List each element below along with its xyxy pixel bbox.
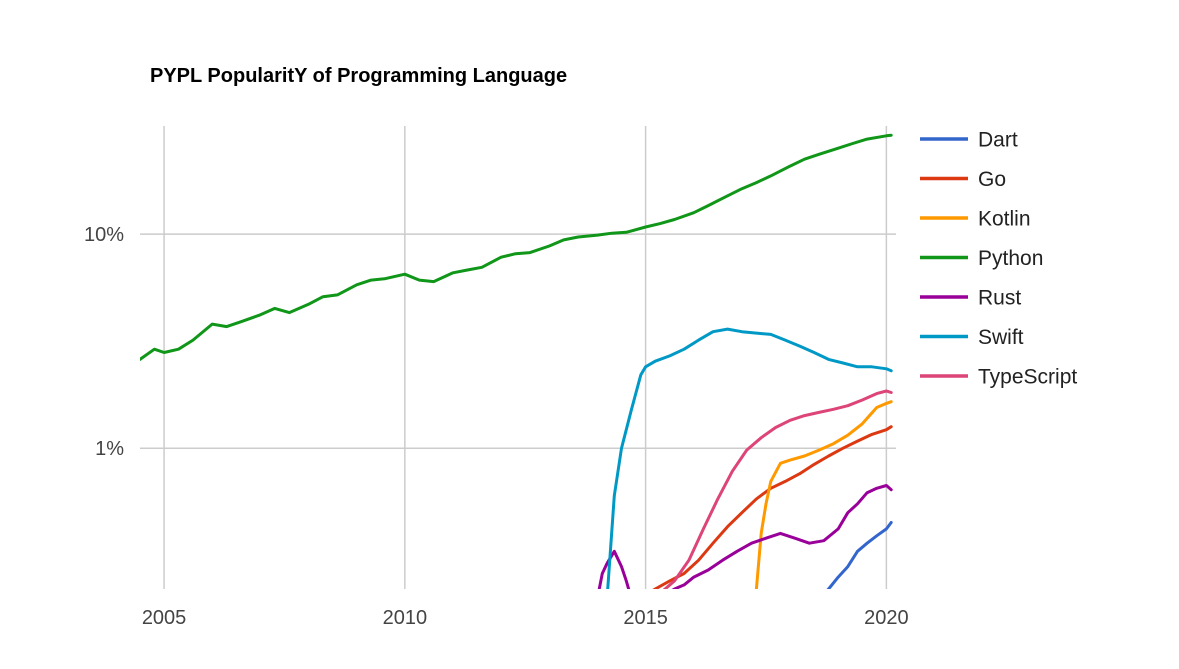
series-lines	[140, 133, 893, 589]
x-tick-label-2015: 2015	[623, 607, 668, 629]
series-line-python	[140, 133, 893, 361]
series-line-rust	[597, 484, 893, 589]
series-line-kotlin	[754, 400, 893, 589]
legend-label-kotlin: Kotlin	[978, 208, 1031, 231]
axis-tick-labels: 2005 2010 2015 2020 1% 10%	[84, 224, 909, 629]
x-tick-label-2010: 2010	[383, 607, 428, 629]
legend-label-swift: Swift	[978, 326, 1024, 349]
legend-label-typescript: TypeScript	[978, 366, 1077, 389]
x-tick-label-2020: 2020	[864, 607, 909, 629]
legend-label-rust: Rust	[978, 287, 1021, 310]
series-line-swift	[606, 327, 893, 589]
legend-label-go: Go	[978, 168, 1006, 191]
grid	[140, 126, 896, 589]
chart-title: PYPL PopularitY of Programming Language	[150, 65, 567, 87]
legend: Dart Go Kotlin Python Rust Swift TypeScript	[920, 129, 1077, 389]
legend-label-python: Python	[978, 247, 1043, 270]
y-tick-label-10: 10%	[84, 224, 124, 246]
series-line-dart	[826, 521, 893, 589]
series-line-typescript	[662, 389, 893, 589]
legend-label-dart: Dart	[978, 129, 1018, 152]
y-tick-label-1: 1%	[95, 438, 124, 460]
x-tick-label-2005: 2005	[142, 607, 187, 629]
